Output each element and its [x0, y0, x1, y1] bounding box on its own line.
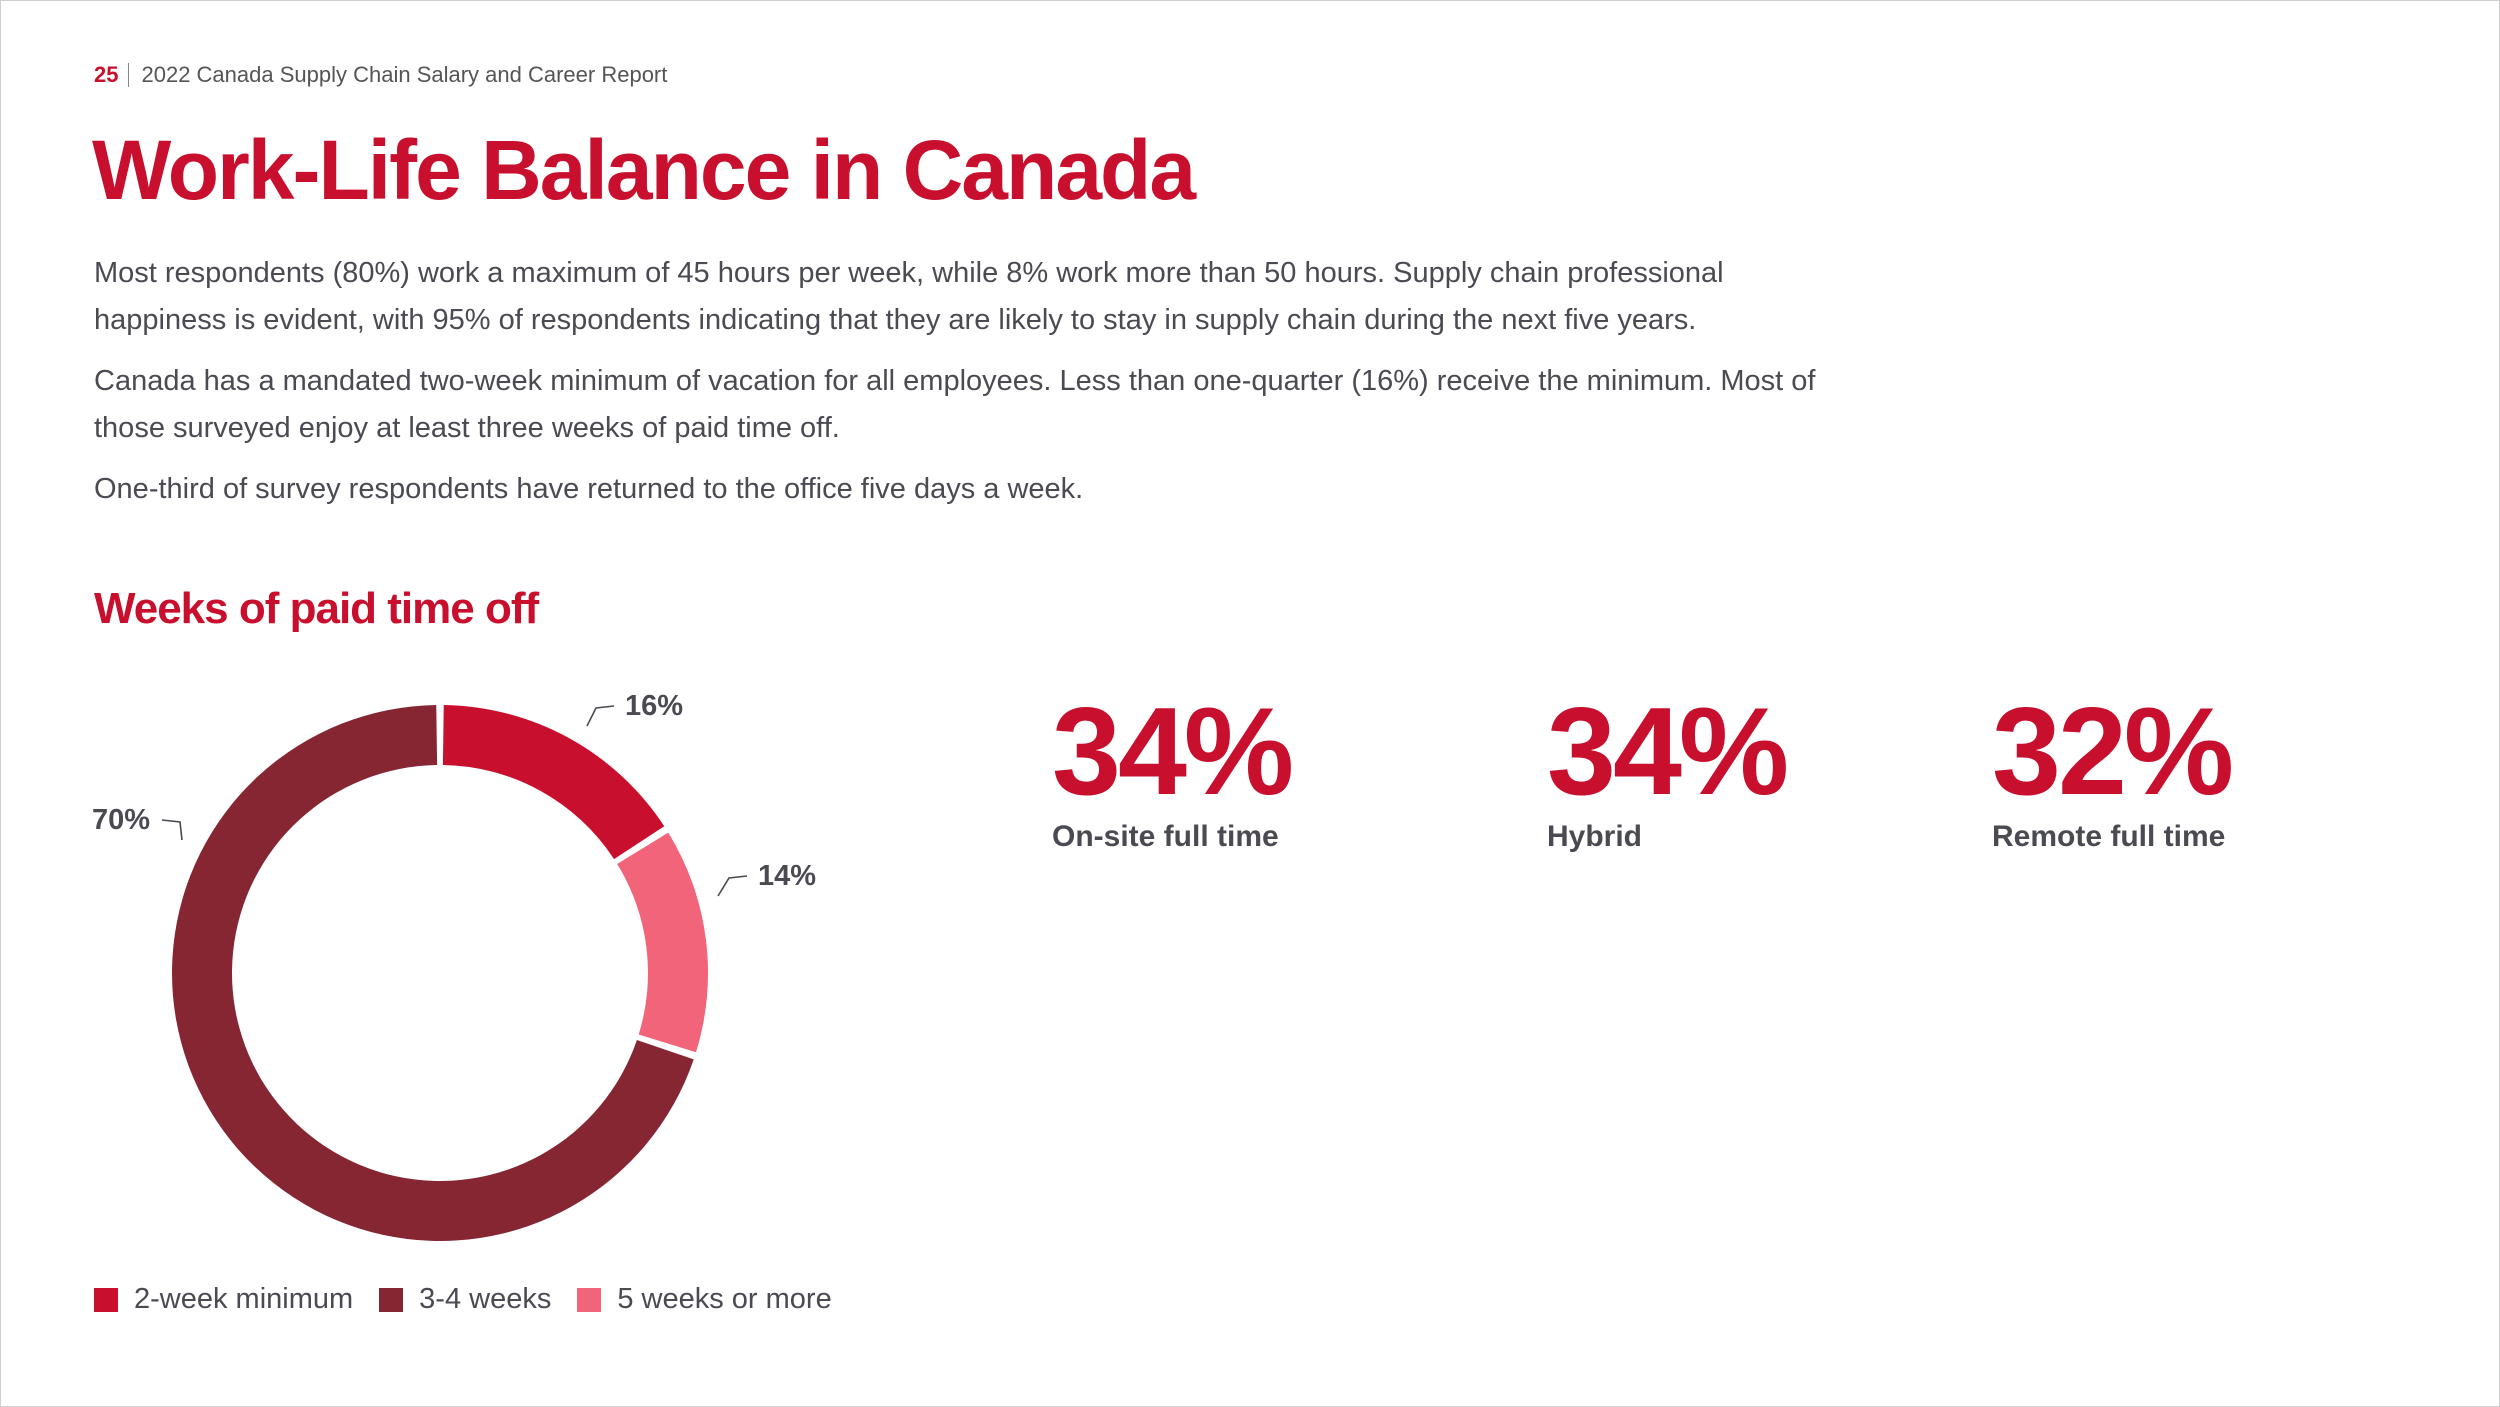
- stat-value: 34%: [1547, 683, 1789, 821]
- legend-label: 2-week minimum: [134, 1283, 354, 1315]
- legend-swatch: [577, 1287, 602, 1312]
- slice-percent-label: 16%: [625, 690, 683, 722]
- page-title: Work-Life Balance in Canada: [92, 123, 1196, 217]
- stat-label: On-site full time: [1052, 820, 1279, 853]
- stat-value: 32%: [1992, 683, 2234, 821]
- legend-swatch: [94, 1287, 118, 1312]
- donut-slice-2-week-minimum: [442, 705, 665, 860]
- legend-item-5-weeks: 5 weeks or more: [577, 1283, 832, 1316]
- slice-label-leader: [717, 875, 748, 897]
- legend-label: 3-4 weeks: [419, 1283, 552, 1315]
- page-header: 25 2022 Canada Supply Chain Salary and C…: [94, 62, 667, 88]
- report-title: 2022 Canada Supply Chain Salary and Care…: [141, 62, 668, 87]
- slice-label-leader: [161, 819, 183, 841]
- slice-percent-label: 70%: [92, 804, 150, 836]
- page-number: 25: [94, 62, 119, 87]
- intro-paragraph-2: Canada has a mandated two-week minimum o…: [94, 365, 1816, 444]
- donut-chart: 16% 14% 70%: [92, 690, 816, 1242]
- stat-label: Hybrid: [1547, 820, 1643, 853]
- header-divider: [128, 63, 130, 87]
- intro-paragraph-3: One-third of survey respondents have ret…: [94, 473, 1084, 505]
- stat-on-site: 34% On-site full time: [1052, 683, 1294, 854]
- stat-remote: 32% Remote full time: [1992, 683, 2234, 854]
- chart-title: Weeks of paid time off: [94, 584, 539, 633]
- legend-item-3-4-weeks: 3-4 weeks: [379, 1283, 551, 1316]
- legend-label: 5 weeks or more: [617, 1283, 832, 1315]
- legend-item-2-week: 2-week minimum: [94, 1283, 353, 1316]
- donut-slice-5-weeks-or-more: [617, 832, 708, 1053]
- intro-paragraph-1: Most respondents (80%) work a maximum of…: [94, 257, 1724, 336]
- legend-swatch: [379, 1287, 404, 1312]
- stat-hybrid: 34% Hybrid: [1547, 683, 1789, 854]
- slice-percent-label: 14%: [758, 860, 816, 892]
- slice-label-leader: [586, 705, 615, 727]
- stat-value: 34%: [1052, 683, 1294, 821]
- chart-legend: 2-week minimum 3-4 weeks 5 weeks or more: [94, 1283, 858, 1316]
- stat-label: Remote full time: [1992, 820, 2226, 853]
